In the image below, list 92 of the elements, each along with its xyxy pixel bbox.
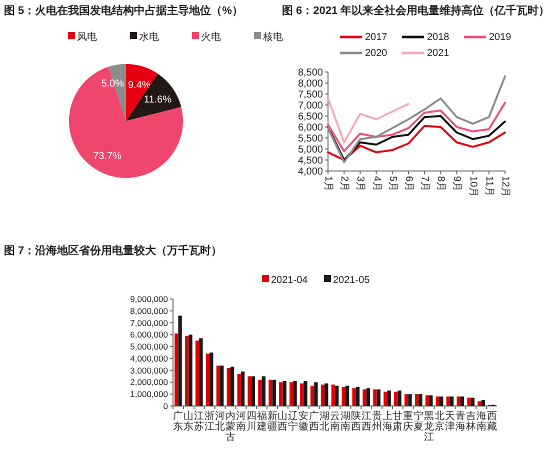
y-tick-label: 8,000 bbox=[298, 78, 324, 90]
x-tick-label: 12月 bbox=[500, 176, 510, 198]
legend-label: 风电 bbox=[77, 31, 97, 43]
x-tick-label: 上海 bbox=[382, 410, 392, 432]
x-tick-label: 浙江 bbox=[204, 410, 215, 432]
y-tick-label: 7,000,000 bbox=[130, 318, 168, 328]
x-tick-label: 辽宁 bbox=[288, 410, 298, 432]
x-tick-label: 山东 bbox=[184, 410, 194, 432]
x-tick-label: 9月 bbox=[451, 176, 462, 192]
y-tick-label: 5,000,000 bbox=[130, 342, 168, 352]
x-tick-label: 吉林 bbox=[464, 410, 476, 432]
x-tick-label: 四川 bbox=[246, 411, 256, 432]
x-tick-label: 山西 bbox=[278, 410, 288, 432]
x-tick-label: 7月 bbox=[419, 176, 430, 192]
y-tick-label: 9,000,000 bbox=[130, 294, 168, 304]
x-tick-label: 湖南 bbox=[340, 410, 350, 432]
x-tick-label: 广西 bbox=[309, 410, 320, 432]
x-tick-label: 甘肃 bbox=[392, 410, 403, 432]
x-tick-label: 湖北 bbox=[320, 410, 330, 432]
y-tick-label: 6,000,000 bbox=[130, 330, 168, 340]
x-tick-label: 安徽 bbox=[298, 410, 309, 432]
legend-item: 2017 bbox=[340, 32, 388, 43]
x-tick-label: 西藏 bbox=[486, 411, 497, 432]
data-label: 9.4% bbox=[128, 80, 151, 91]
y-tick-label: 4,500 bbox=[298, 156, 324, 166]
legend-label: 核电 bbox=[262, 31, 283, 43]
x-tick-label: 1月 bbox=[322, 176, 334, 192]
x-tick-label: 广东 bbox=[173, 410, 184, 432]
legend-label: 2018 bbox=[427, 32, 450, 43]
x-tick-label: 宁夏 bbox=[414, 410, 424, 432]
y-tick-label: 5,000 bbox=[298, 144, 324, 156]
data-label: 5.0% bbox=[101, 78, 124, 90]
legend-item: 水电 bbox=[130, 32, 159, 43]
y-tick-label: 4,000,000 bbox=[130, 353, 168, 364]
legend-label: 2021-04 bbox=[271, 275, 308, 286]
legend-item: 2019 bbox=[464, 32, 512, 43]
data-label: 73.7% bbox=[93, 150, 122, 162]
x-tick-label: 黑龙江 bbox=[424, 411, 434, 443]
y-tick-label: 8,500 bbox=[298, 68, 324, 78]
legend-label: 火电 bbox=[201, 31, 221, 43]
legend-item: 2018 bbox=[402, 32, 450, 43]
legend-label: 2021 bbox=[427, 48, 450, 59]
y-tick-label: 1,000,000 bbox=[130, 389, 168, 400]
legend-item: 核电 bbox=[254, 32, 283, 43]
y-tick-label: 3,000,000 bbox=[130, 365, 168, 376]
chart-title: 图 7：沿海地区省份用电量较大（万千瓦时） bbox=[4, 244, 222, 257]
x-tick-label: 陕西 bbox=[350, 410, 361, 432]
x-tick-label: 天津 bbox=[444, 411, 455, 432]
legend-label: 2019 bbox=[489, 32, 512, 43]
legend-item: 2021-04 bbox=[262, 275, 308, 286]
legend-label: 2020 bbox=[365, 48, 388, 59]
x-tick-label: 河北 bbox=[215, 410, 226, 432]
x-tick-label: 重庆 bbox=[403, 410, 414, 432]
legend-item: 2020 bbox=[340, 48, 388, 59]
legend-item: 风电 bbox=[68, 32, 97, 43]
data-label: 11.6% bbox=[144, 94, 172, 106]
legend-item: 火电 bbox=[192, 32, 221, 43]
y-tick-label: 6,500 bbox=[298, 112, 324, 122]
chart-title: 图 6：2021 年以来全社会用电量维持高位（亿千瓦时） bbox=[282, 4, 550, 17]
x-tick-label: 8月 bbox=[435, 176, 446, 192]
y-tick-label: 5,500 bbox=[298, 134, 324, 144]
y-tick-label: 0 bbox=[163, 401, 168, 411]
y-tick-label: 7,000 bbox=[298, 100, 324, 112]
x-tick-label: 北京 bbox=[434, 410, 445, 432]
legend-label: 2017 bbox=[365, 32, 388, 43]
x-tick-label: 青海 bbox=[455, 410, 466, 432]
y-tick-label: 8,000,000 bbox=[130, 306, 168, 316]
x-tick-label: 11月 bbox=[483, 176, 494, 196]
x-tick-label: 2月 bbox=[338, 176, 350, 192]
x-tick-label: 云南 bbox=[330, 411, 340, 432]
x-tick-label: 3月 bbox=[354, 176, 366, 192]
x-tick-label: 5月 bbox=[386, 176, 398, 192]
y-tick-label: 2,000,000 bbox=[130, 377, 168, 388]
x-tick-label: 6月 bbox=[402, 176, 414, 192]
legend-label: 2021-05 bbox=[333, 275, 370, 286]
x-tick-label: 新疆 bbox=[267, 410, 278, 432]
x-tick-label: 贵州 bbox=[372, 410, 382, 432]
legend-item: 2021 bbox=[402, 48, 450, 59]
chart-title: 图 5：火电在我国发电结构中占据主导地位（%） bbox=[4, 4, 243, 17]
y-tick-label: 7,500 bbox=[298, 90, 324, 100]
x-tick-label: 江西 bbox=[361, 410, 372, 432]
x-tick-label: 福建 bbox=[256, 410, 267, 432]
legend-label: 水电 bbox=[139, 31, 159, 43]
x-tick-label: 河南 bbox=[236, 410, 246, 432]
x-tick-label: 内蒙古 bbox=[225, 410, 236, 443]
y-tick-label: 4,000 bbox=[298, 166, 324, 178]
x-tick-label: 江苏 bbox=[194, 410, 204, 432]
legend-item: 2021-05 bbox=[324, 275, 370, 286]
x-tick-label: 4月 bbox=[370, 176, 382, 192]
y-tick-label: 6,000 bbox=[298, 122, 324, 134]
x-tick-label: 海南 bbox=[476, 410, 486, 432]
x-tick-label: 10月 bbox=[467, 176, 478, 198]
